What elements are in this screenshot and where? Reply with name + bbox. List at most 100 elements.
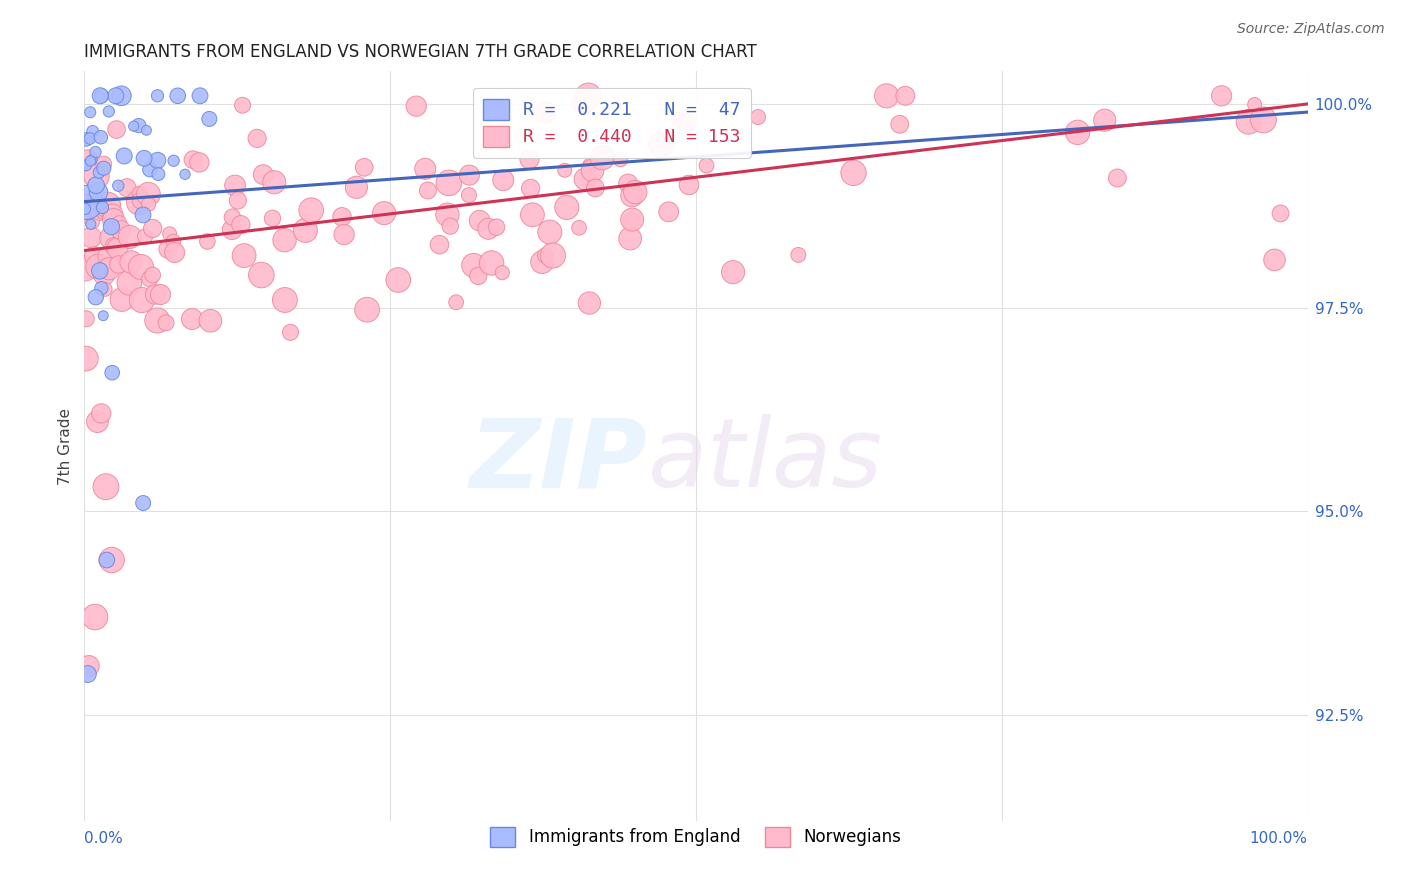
Point [96,553,118,567]
Point [75,132,97,146]
Point [519,153,541,167]
Point [132,208,155,222]
Point [80,217,103,231]
Point [579,158,602,172]
Point [79,105,101,120]
Point [181,312,204,326]
Point [330,210,353,224]
Legend: Immigrants from England, Norwegians: Immigrants from England, Norwegians [484,820,908,854]
Point [90,406,112,420]
Point [1243,97,1265,112]
Point [91,201,114,215]
Point [485,220,508,235]
Point [146,88,169,103]
Point [73,202,96,216]
Point [747,110,769,124]
Point [181,153,204,167]
Point [107,258,129,272]
Point [80,230,103,244]
Point [492,173,515,187]
Point [84,145,107,159]
Point [274,293,297,307]
Point [678,178,700,192]
Point [534,248,557,262]
Point [90,201,112,215]
Point [122,119,145,133]
Point [250,268,273,282]
Text: 0.0%: 0.0% [84,831,124,847]
Point [416,184,439,198]
Point [221,210,243,224]
Point [118,276,141,290]
Point [477,222,499,236]
Point [111,293,134,307]
Point [84,610,107,624]
Point [353,161,375,175]
Point [226,194,249,208]
Point [90,88,112,103]
Point [531,255,554,269]
Point [413,161,436,176]
Point [86,415,108,429]
Point [82,124,104,138]
Point [439,219,461,234]
Point [554,163,576,178]
Point [129,194,152,208]
Text: 100.0%: 100.0% [1250,831,1308,847]
Point [143,287,166,301]
Point [139,162,162,177]
Point [437,176,460,190]
Point [132,496,155,510]
Point [103,212,125,227]
Point [86,169,108,184]
Point [77,659,100,673]
Point [156,242,179,256]
Point [262,211,284,226]
Point [658,204,681,219]
Point [224,178,246,193]
Point [75,351,97,366]
Point [148,167,170,181]
Point [231,98,253,112]
Point [624,185,647,199]
Point [163,153,186,168]
Point [79,153,101,168]
Point [581,163,603,178]
Point [90,281,112,295]
Point [93,157,115,171]
Point [609,153,631,167]
Point [101,366,124,380]
Point [541,249,564,263]
Point [574,172,596,186]
Point [463,259,485,273]
Point [299,203,322,218]
Point [138,197,160,211]
Point [103,239,125,253]
Point [387,273,409,287]
Point [458,168,481,182]
Point [97,198,120,212]
Point [481,256,503,270]
Point [75,195,97,210]
Point [107,242,129,256]
Point [112,149,135,163]
Point [429,237,451,252]
Point [97,249,120,263]
Point [721,265,744,279]
Point [650,137,672,152]
Point [1263,252,1285,267]
Point [128,186,150,201]
Point [142,221,165,235]
Point [468,213,491,227]
Point [458,188,481,202]
Point [576,88,599,103]
Point [87,260,110,274]
Point [200,314,222,328]
Point [100,231,122,245]
Point [555,201,578,215]
Point [87,165,110,179]
Point [333,227,356,242]
Point [344,180,367,194]
Point [620,188,643,202]
Point [252,168,274,182]
